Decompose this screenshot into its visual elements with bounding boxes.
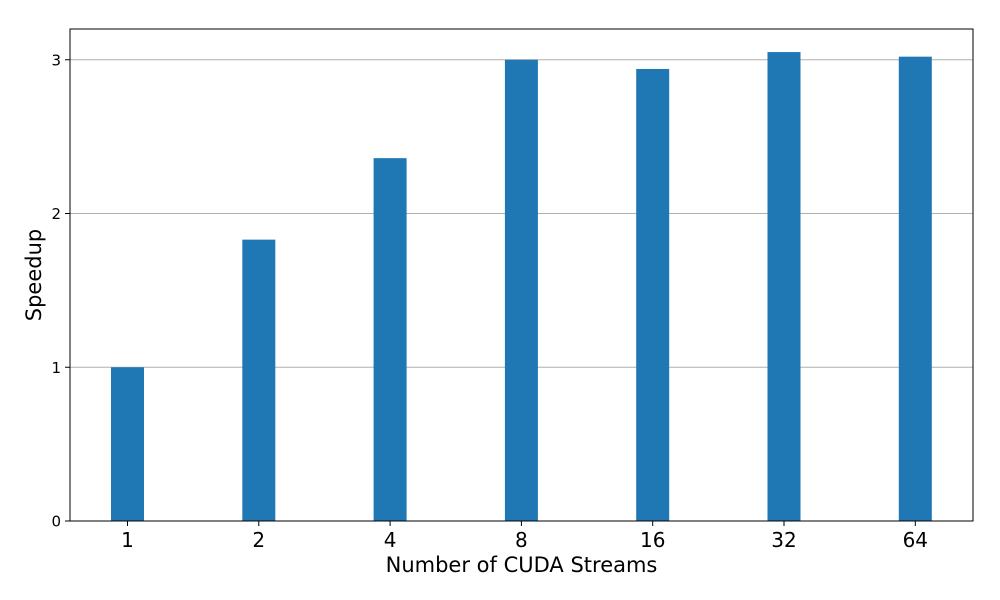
- x-tick-label: 64: [903, 528, 928, 552]
- bar: [504, 59, 538, 521]
- x-axis-label: Number of CUDA Streams: [386, 553, 658, 577]
- y-tick-label: 0: [51, 513, 61, 531]
- bar: [242, 239, 276, 521]
- x-tick-label: 4: [384, 528, 397, 552]
- x-tick-label: 2: [252, 528, 265, 552]
- bar: [767, 52, 801, 521]
- y-axis-ticks: 0 1 2 3: [51, 51, 70, 531]
- y-tick-label: 3: [51, 51, 61, 69]
- bar: [111, 367, 144, 521]
- bar: [636, 68, 670, 521]
- x-tick-label: 1: [121, 528, 134, 552]
- x-tick-label: 8: [515, 528, 528, 552]
- x-tick-label: 16: [640, 528, 665, 552]
- y-axis-label: Speedup: [22, 229, 46, 321]
- bars: [111, 52, 932, 522]
- x-tick-label: 32: [771, 528, 796, 552]
- bar: [898, 56, 932, 522]
- y-tick-label: 1: [51, 359, 61, 377]
- bar: [373, 158, 407, 521]
- x-axis-ticks: 1 2 4 8 16 32 64: [121, 521, 928, 552]
- y-tick-label: 2: [51, 205, 61, 223]
